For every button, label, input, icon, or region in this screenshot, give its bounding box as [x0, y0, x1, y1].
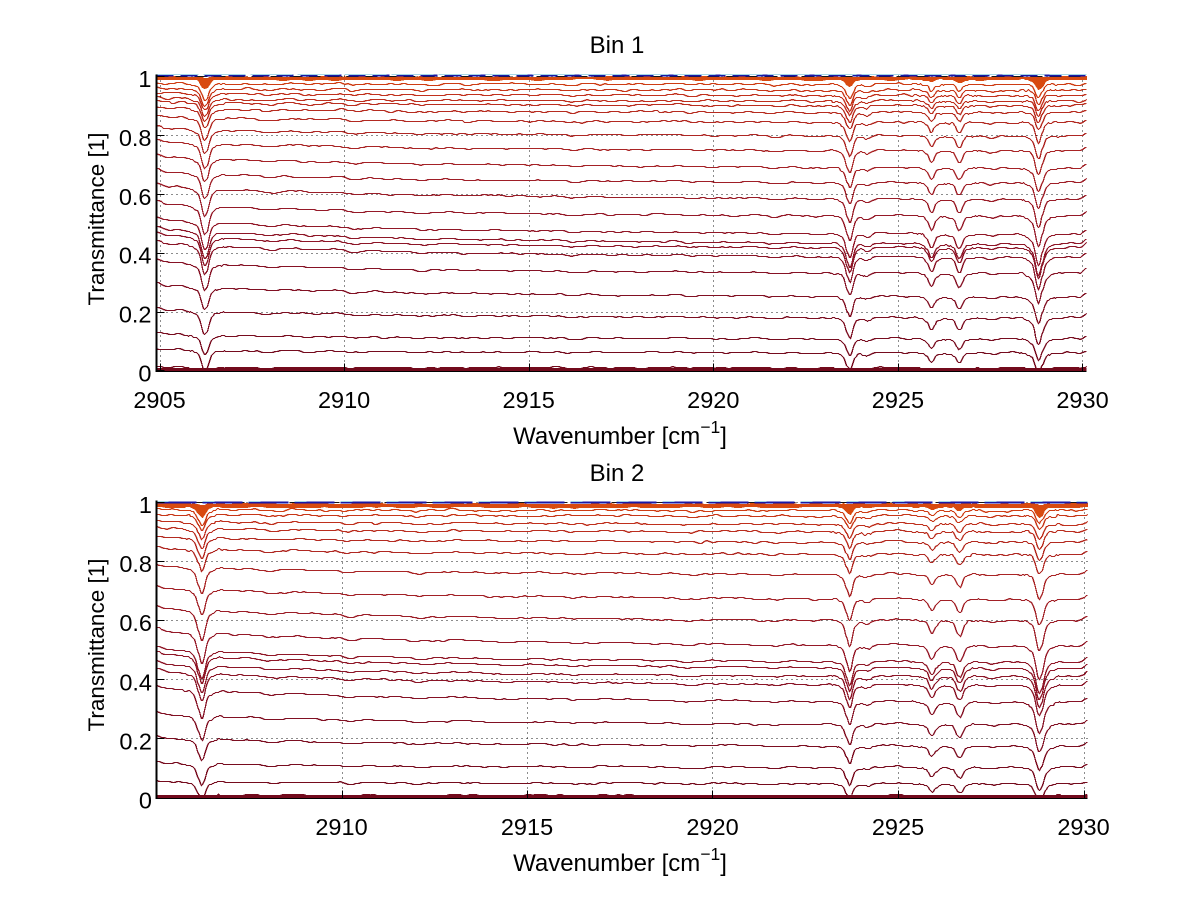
- svg-text:0.2: 0.2: [119, 728, 152, 754]
- svg-text:2930: 2930: [1057, 814, 1109, 840]
- svg-text:2925: 2925: [872, 814, 924, 840]
- svg-text:2910: 2910: [318, 387, 370, 413]
- svg-text:Transmittance [1]: Transmittance [1]: [84, 133, 109, 306]
- svg-text:0.6: 0.6: [119, 184, 152, 210]
- svg-text:2925: 2925: [872, 387, 924, 413]
- svg-text:0.4: 0.4: [119, 669, 152, 695]
- svg-text:2915: 2915: [501, 814, 553, 840]
- svg-text:2920: 2920: [686, 814, 738, 840]
- svg-text:Wavenumber [cm−1]: Wavenumber [cm−1]: [513, 844, 727, 877]
- svg-text:2910: 2910: [315, 814, 367, 840]
- svg-text:Wavenumber [cm−1]: Wavenumber [cm−1]: [513, 417, 727, 450]
- svg-text:2905: 2905: [133, 387, 185, 413]
- svg-text:0.4: 0.4: [119, 243, 152, 269]
- svg-text:1: 1: [139, 492, 152, 518]
- svg-text:Bin 1: Bin 1: [590, 32, 645, 59]
- svg-text:0: 0: [138, 361, 151, 387]
- svg-text:0.8: 0.8: [119, 551, 152, 577]
- svg-text:1: 1: [138, 66, 151, 92]
- svg-text:2920: 2920: [687, 387, 739, 413]
- svg-text:2915: 2915: [503, 387, 555, 413]
- svg-text:Bin 2: Bin 2: [590, 460, 645, 487]
- svg-text:0.6: 0.6: [119, 610, 152, 636]
- svg-text:0: 0: [139, 788, 152, 814]
- svg-text:0.2: 0.2: [119, 302, 152, 328]
- svg-text:0.8: 0.8: [119, 125, 152, 151]
- svg-text:Transmittance [1]: Transmittance [1]: [84, 559, 109, 732]
- svg-text:2930: 2930: [1056, 387, 1108, 413]
